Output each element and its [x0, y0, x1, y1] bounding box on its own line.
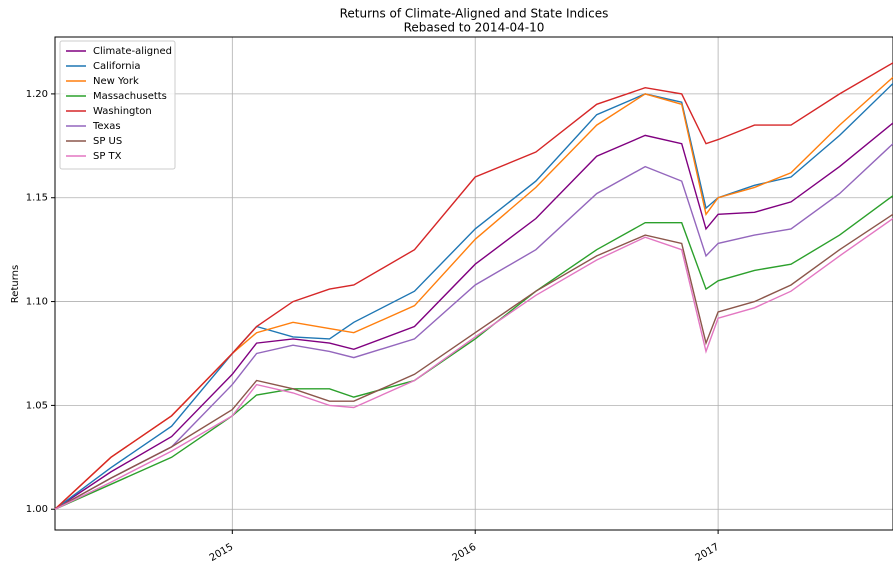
legend-label: Climate-aligned: [93, 46, 172, 57]
y-tick-label: 1.05: [26, 400, 48, 411]
chart-title: Returns of Climate-Aligned and State Ind…: [340, 7, 609, 21]
series-line: [54, 217, 893, 510]
x-tick-label: 2016: [451, 542, 479, 562]
legend-label: Washington: [93, 106, 152, 117]
chart-subtitle: Rebased to 2014-04-10: [404, 21, 545, 35]
legend-label: Texas: [92, 121, 121, 132]
plot-frame: [54, 36, 893, 531]
x-tick-label: 2017: [694, 542, 722, 562]
series-line: [54, 122, 893, 510]
legend-label: New York: [93, 76, 139, 87]
x-tick-label: 2015: [208, 542, 236, 562]
series-line: [54, 195, 893, 510]
legend-label: Massachusetts: [93, 91, 167, 102]
y-tick-label: 1.10: [26, 297, 48, 308]
legend-box: [59, 40, 176, 170]
y-axis-label: Returns: [10, 265, 21, 303]
legend-label: California: [93, 61, 141, 72]
y-tick-label: 1.20: [26, 89, 48, 100]
series-line: [54, 62, 893, 510]
legend-label: SP US: [93, 136, 122, 147]
series-line: [54, 143, 893, 510]
legend-label: SP TX: [93, 151, 122, 162]
y-tick-label: 1.15: [26, 193, 48, 204]
series-line: [54, 76, 893, 510]
y-tick-label: 1.00: [26, 504, 48, 515]
series-line: [54, 213, 893, 510]
